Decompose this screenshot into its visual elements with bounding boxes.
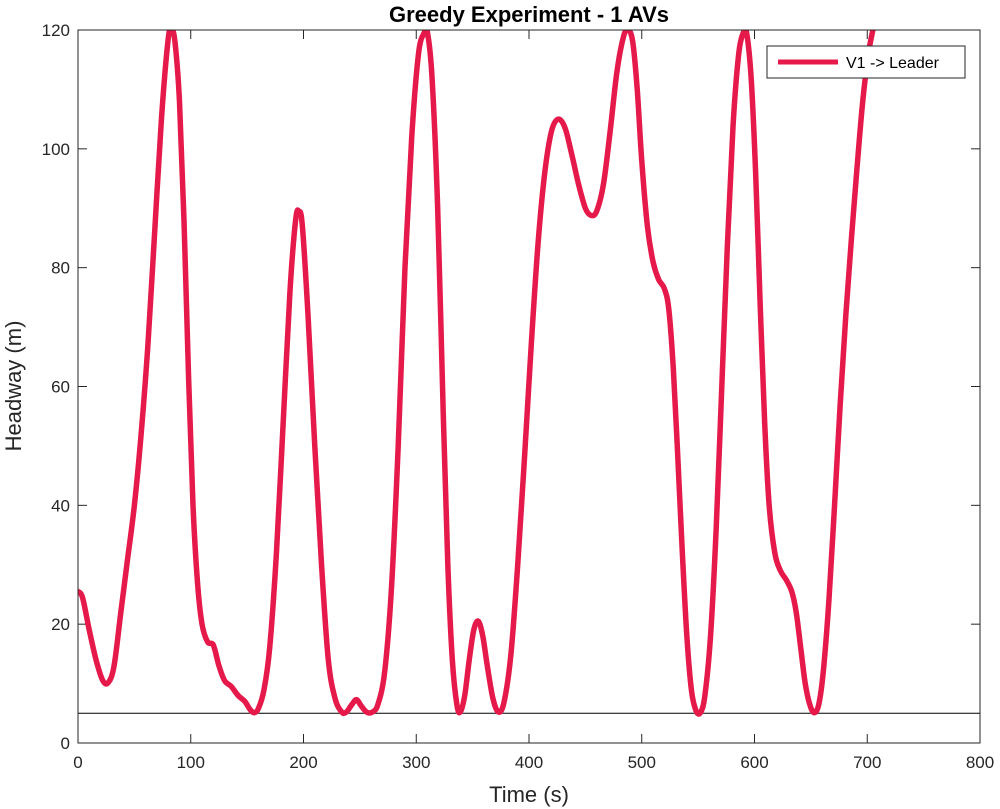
legend-label: V1 -> Leader [846, 55, 940, 72]
x-tick-label: 600 [740, 753, 768, 772]
y-tick-label: 80 [51, 259, 70, 278]
x-tick-label: 400 [515, 753, 543, 772]
x-tick-label: 800 [966, 753, 994, 772]
tick-labels: 0 100 200 300 400 500 600 700 800 0 20 40 60 80 100 120 [42, 21, 995, 772]
y-tick-label: 100 [42, 140, 70, 159]
y-tick-label: 60 [51, 378, 70, 397]
series-line [78, 30, 876, 717]
series-layer [78, 30, 876, 717]
x-tick-label: 700 [853, 753, 881, 772]
x-tick-label: 500 [628, 753, 656, 772]
y-tick-label: 120 [42, 21, 70, 40]
x-tick-label: 0 [73, 753, 82, 772]
y-tick-label: 20 [51, 615, 70, 634]
x-axis-label: Time (s) [489, 782, 569, 807]
x-tick-label: 200 [289, 753, 317, 772]
y-axis-label: Headway (m) [1, 321, 26, 452]
chart-title: Greedy Experiment - 1 AVs [389, 2, 669, 27]
y-tick-label: 40 [51, 496, 70, 515]
x-tick-label: 300 [402, 753, 430, 772]
axes-box [77, 29, 981, 744]
y-tick-label: 0 [61, 734, 70, 753]
legend: V1 -> Leader [766, 45, 966, 79]
x-tick-label: 100 [177, 753, 205, 772]
